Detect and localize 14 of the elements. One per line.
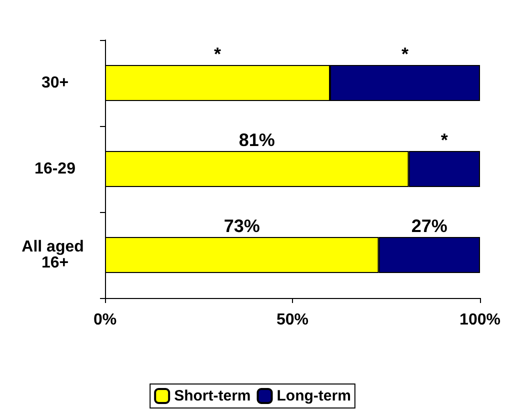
y-tick-label: 16-29: [34, 160, 76, 178]
y-tick-label: 30+: [41, 74, 69, 92]
data-label: 73%: [224, 216, 260, 236]
x-tick-label: 100%: [460, 312, 500, 328]
legend-label: Short-term: [174, 388, 251, 404]
data-label: *: [440, 130, 448, 150]
y-tick-label: All aged 16+: [22, 238, 88, 272]
x-tick-label: 0%: [93, 312, 117, 328]
legend-label: Long-term: [276, 388, 351, 404]
data-label: *: [401, 44, 409, 64]
data-label: *: [214, 44, 222, 64]
x-tick-label: 50%: [276, 312, 309, 328]
data-label: 27%: [411, 216, 448, 236]
data-label: 81%: [238, 130, 275, 150]
